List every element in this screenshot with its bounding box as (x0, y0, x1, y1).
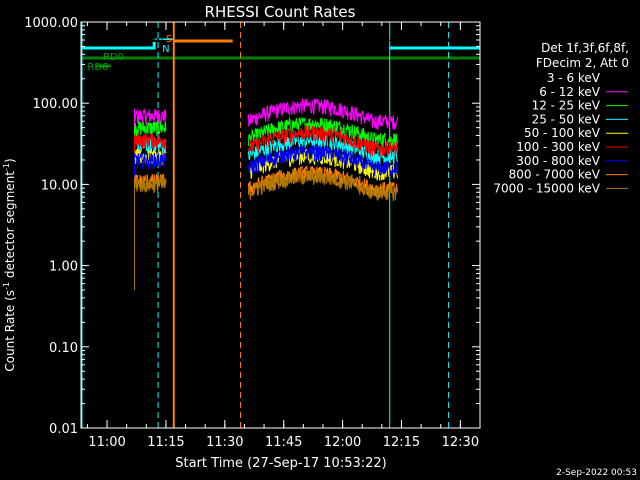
axis-layer: 1000.00 100.00 10.00 1.00 0.10 0.01 11:00 11:15… (24, 16, 481, 450)
x-tick-label: 11:30 (206, 435, 243, 450)
x-tick-label: 12:30 (442, 435, 479, 450)
series-line (247, 125, 399, 159)
x-tick-label: 12:15 (383, 435, 420, 450)
x-tick-label: 12:00 (324, 435, 361, 450)
legend-label: 800 - 7000 keV (509, 168, 601, 182)
legend-label: 100 - 300 keV (516, 140, 600, 154)
annotation-rd6: RD6 (87, 62, 108, 73)
x-axis-label: Start Time (27-Sep-17 10:53:22) (175, 456, 386, 471)
legend-label: 50 - 100 keV (524, 126, 601, 140)
plot-frame (80, 21, 481, 429)
y-axis-label-mid: detector segment (3, 171, 17, 282)
annotation-s: S (166, 34, 172, 45)
series-line (134, 133, 167, 246)
legend-label: 3 - 6 keV (547, 71, 601, 85)
y-axis-label-sup2: -1 (2, 163, 11, 171)
y-axis-label-main: Count Rate (s (3, 290, 17, 372)
series-line (247, 169, 399, 202)
x-tick-label: 11:45 (265, 435, 302, 450)
series-line (134, 37, 166, 42)
legend-label: 7000 - 15000 keV (493, 181, 600, 195)
y-axis-label-end: ) (3, 158, 17, 163)
y-tick-label: 10.00 (41, 178, 78, 193)
series-line (248, 37, 398, 43)
series-line (134, 177, 167, 290)
footer-date: 2-Sep-2022 00:53 (556, 468, 637, 478)
x-tick-label: 11:00 (88, 435, 125, 450)
legend-header-1: Det 1f,3f,6f,8f, (541, 41, 629, 55)
series-line (247, 144, 399, 177)
legend-label: 25 - 50 keV (532, 112, 601, 126)
series-line (134, 120, 167, 234)
y-tick-label: 1000.00 (24, 16, 78, 31)
y-axis-label-sup1: -1 (2, 282, 11, 290)
y-tick-label: 0.01 (49, 422, 78, 437)
y-axis-label: Count Rate (s-1 detector segment-1) (2, 158, 17, 371)
x-tick-label: 11:15 (147, 435, 184, 450)
y-tick-label: 100.00 (33, 97, 79, 112)
y-tick-label: 0.10 (49, 341, 78, 356)
y-tick-label: 1.00 (49, 260, 78, 275)
annotation-rd0: RD0 (103, 52, 124, 63)
chart-title: RHESSI Count Rates (205, 3, 356, 21)
legend-label: 300 - 800 keV (516, 154, 600, 168)
legend-label: 6 - 12 keV (539, 85, 601, 99)
annotation-n: N (162, 44, 169, 55)
series-line (247, 98, 399, 131)
legend-header-2: FDecim 2, Att 0 (536, 56, 629, 70)
legend-label: 12 - 25 keV (532, 99, 601, 113)
series-line (134, 151, 167, 266)
